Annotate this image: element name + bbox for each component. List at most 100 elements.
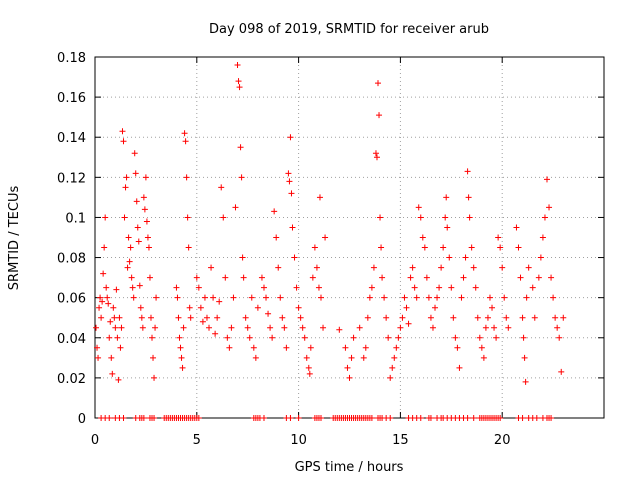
data-point — [260, 415, 267, 421]
data-point — [397, 324, 404, 331]
data-point — [368, 284, 375, 291]
data-point — [378, 244, 385, 251]
data-point — [311, 244, 318, 251]
data-point — [489, 304, 496, 311]
data-point — [497, 415, 504, 421]
data-point — [269, 334, 276, 341]
data-point — [440, 244, 447, 251]
data-point — [482, 324, 489, 331]
data-point — [495, 234, 502, 241]
data-point — [286, 178, 293, 185]
data-point — [244, 324, 251, 331]
data-point — [145, 244, 152, 251]
data-point — [125, 234, 132, 241]
data-point — [153, 294, 160, 301]
data-point — [444, 224, 451, 231]
data-point — [470, 415, 477, 421]
data-point — [348, 354, 355, 361]
data-point — [142, 174, 149, 181]
data-point — [115, 376, 122, 383]
data-point — [480, 354, 487, 361]
data-point — [529, 284, 536, 291]
data-point — [267, 324, 274, 331]
data-point — [285, 170, 292, 177]
data-point — [519, 415, 526, 421]
data-point — [149, 334, 156, 341]
data-point — [199, 318, 206, 325]
data-point — [224, 334, 231, 341]
data-point — [186, 304, 193, 311]
data-point — [130, 294, 137, 301]
y-tick-label: 0.16 — [57, 91, 86, 106]
chart-title: Day 098 of 2019, SRMTID for receiver aru… — [209, 22, 489, 37]
data-point — [250, 344, 257, 351]
data-point — [98, 314, 105, 321]
data-point — [468, 244, 475, 251]
axis-ticks — [94, 56, 604, 419]
data-point — [112, 324, 119, 331]
data-point — [246, 334, 253, 341]
data-point — [129, 284, 136, 291]
data-point — [476, 334, 483, 341]
data-point — [456, 364, 463, 371]
data-point — [237, 144, 244, 151]
data-point — [370, 264, 377, 271]
data-point — [543, 176, 550, 183]
data-point — [260, 284, 267, 291]
data-point — [315, 284, 322, 291]
data-point — [109, 370, 116, 377]
data-point — [141, 206, 148, 213]
data-point — [279, 314, 286, 321]
data-point — [107, 318, 114, 325]
data-point — [462, 254, 469, 261]
x-tick-label: 5 — [193, 433, 201, 448]
data-point — [179, 364, 186, 371]
data-point — [320, 324, 327, 331]
y-tick-label: 0.18 — [57, 51, 86, 66]
data-point — [297, 314, 304, 321]
data-point — [135, 238, 142, 245]
data-point — [111, 314, 118, 321]
data-point — [271, 208, 278, 215]
data-point — [263, 294, 270, 301]
data-point — [464, 168, 471, 175]
data-point — [417, 415, 424, 421]
data-point — [503, 314, 510, 321]
data-point — [99, 298, 106, 305]
data-point — [187, 314, 194, 321]
data-point — [533, 415, 540, 421]
data-points — [93, 62, 567, 421]
data-point — [103, 284, 110, 291]
data-point — [421, 244, 428, 251]
data-point — [177, 344, 184, 351]
data-point — [497, 244, 504, 251]
data-point — [110, 304, 117, 311]
data-point — [288, 190, 295, 197]
data-point — [113, 286, 120, 293]
data-point — [150, 354, 157, 361]
data-point — [472, 284, 479, 291]
data-point — [423, 274, 430, 281]
data-point — [277, 294, 284, 301]
data-point — [151, 374, 158, 381]
data-point — [460, 274, 467, 281]
data-point — [94, 344, 101, 351]
data-point — [201, 294, 208, 301]
data-point — [478, 344, 485, 351]
data-point — [376, 112, 383, 119]
data-point — [120, 138, 127, 145]
data-point — [393, 344, 400, 351]
data-point — [116, 314, 123, 321]
data-point — [275, 264, 282, 271]
data-point — [364, 314, 371, 321]
data-point — [301, 334, 308, 341]
data-point — [173, 284, 180, 291]
data-point — [493, 334, 500, 341]
data-point — [226, 344, 233, 351]
data-point — [362, 344, 369, 351]
data-point — [316, 194, 323, 201]
data-point — [235, 78, 242, 85]
data-point — [273, 234, 280, 241]
data-point — [552, 314, 559, 321]
x-tick-label: 20 — [494, 433, 511, 448]
